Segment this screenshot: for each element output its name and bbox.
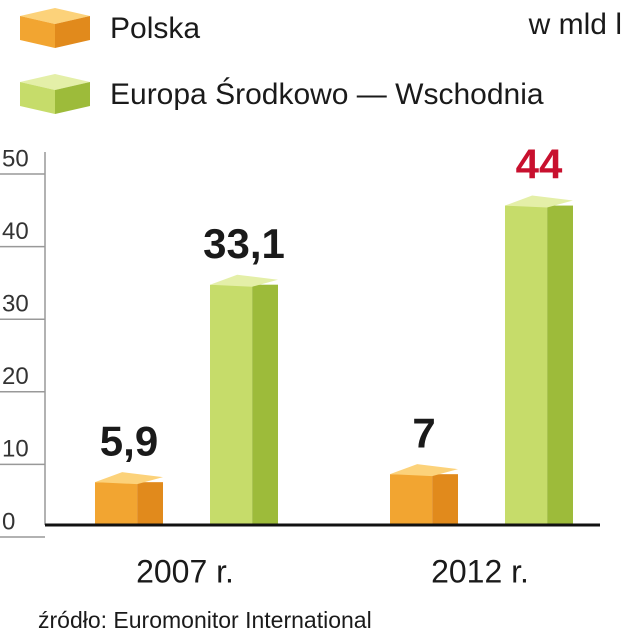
bar-top — [95, 472, 163, 485]
legend-label: Polska — [110, 12, 200, 45]
bar-side — [432, 474, 458, 525]
y-tick-label: 0 — [2, 508, 15, 535]
y-tick-label: 30 — [2, 291, 29, 318]
bar-side — [547, 205, 573, 525]
bar-top — [505, 195, 573, 208]
bar-side — [252, 284, 278, 525]
legend-icon — [20, 8, 90, 48]
bar-front — [95, 482, 138, 525]
x-tick-label: 2007 r. — [136, 553, 234, 589]
bar — [390, 464, 458, 525]
bar-side — [137, 482, 163, 525]
bar — [210, 274, 278, 525]
bar-front — [210, 284, 253, 525]
bar-front — [390, 474, 433, 525]
value-label: 33,1 — [203, 220, 285, 267]
bar — [505, 195, 573, 525]
value-label: 7 — [412, 409, 435, 456]
source: źródło: Euromonitor International — [38, 607, 372, 633]
legend-label: Europa Środkowo — Wschodnia — [110, 77, 544, 111]
value-label: 44 — [516, 141, 563, 188]
icon-side — [55, 82, 90, 114]
bar-top — [390, 464, 458, 477]
bar — [95, 472, 163, 525]
y-tick-label: 20 — [2, 363, 29, 390]
icon-front — [20, 16, 55, 48]
bar-top — [210, 274, 278, 287]
icon-side — [55, 16, 90, 48]
icon-front — [20, 82, 55, 114]
value-label: 5,9 — [100, 417, 158, 464]
y-tick-label: 40 — [2, 218, 29, 245]
legend-icon — [20, 74, 90, 114]
x-tick-label: 2012 r. — [431, 553, 529, 589]
bar-front — [505, 205, 548, 525]
y-tick-label: 50 — [2, 145, 29, 172]
unit-label: w mld l — [528, 8, 622, 41]
y-tick-label: 10 — [2, 436, 29, 463]
